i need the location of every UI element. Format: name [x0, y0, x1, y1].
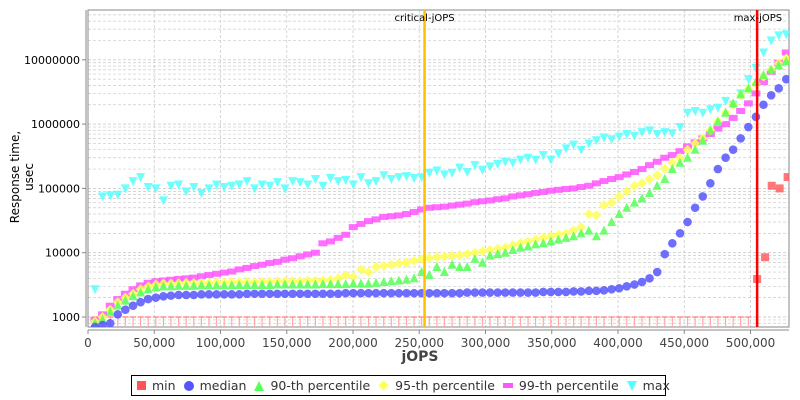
svg-text:150,000: 150,000 — [262, 336, 312, 350]
legend-label: min — [152, 378, 176, 393]
legend-item-min: min — [137, 378, 176, 393]
svg-text:10000000: 10000000 — [24, 54, 80, 67]
svg-text:300,000: 300,000 — [461, 336, 511, 350]
grid — [87, 10, 789, 328]
svg-text:100000: 100000 — [38, 182, 80, 195]
series-min — [92, 173, 789, 327]
legend-label: 90-th percentile — [270, 378, 371, 393]
svg-text:50,000: 50,000 — [133, 336, 175, 350]
critical-jops-marker: critical-jOPS — [394, 10, 455, 327]
svg-text:100,000: 100,000 — [196, 336, 246, 350]
triangle-down-marker-icon — [626, 380, 637, 391]
square-marker-icon — [137, 381, 146, 390]
legend-item-p99: 99-th percentile — [502, 378, 619, 393]
y-axis-label: Response time, usec — [8, 130, 36, 224]
legend-item-p95: 95-th percentile — [378, 378, 495, 393]
series-p90 — [90, 56, 789, 327]
legend-item-p90: 90-th percentile — [254, 378, 370, 393]
svg-text:350,000: 350,000 — [527, 336, 577, 350]
diamond-marker-icon — [378, 380, 389, 391]
legend-item-max: max — [626, 378, 670, 393]
x-ticks: 0 50,000 100,000 150,000 200,000 250,000 300,0… — [84, 330, 775, 350]
series-median — [90, 74, 789, 327]
svg-text:critical-jOPS: critical-jOPS — [394, 13, 454, 24]
svg-text:max-jOPS: max-jOPS — [734, 13, 782, 24]
max-jops-marker: max-jOPS — [734, 10, 782, 327]
svg-text:400,000: 400,000 — [593, 336, 643, 350]
y-ticks: 1000 10000 100000 1000000 10000000 — [24, 54, 86, 324]
svg-text:1000: 1000 — [52, 311, 80, 324]
legend: min median 90-th percentile 95-th percen… — [131, 375, 670, 396]
legend-label: 99-th percentile — [518, 378, 619, 393]
rect-marker-icon — [502, 383, 513, 388]
svg-text:250,000: 250,000 — [394, 336, 444, 350]
svg-text:500,000: 500,000 — [726, 336, 776, 350]
triangle-up-marker-icon — [254, 380, 265, 391]
svg-text:1000000: 1000000 — [31, 118, 80, 131]
legend-label: 95-th percentile — [395, 378, 495, 393]
data-points — [90, 30, 789, 327]
legend-label: max — [642, 378, 670, 393]
svg-text:200,000: 200,000 — [328, 336, 378, 350]
svg-text:450,000: 450,000 — [659, 336, 709, 350]
x-axis-label: jOPS — [401, 349, 439, 365]
circle-marker-icon — [183, 380, 194, 391]
svg-text:10000: 10000 — [45, 247, 80, 260]
legend-label: median — [199, 378, 247, 393]
legend-item-median: median — [183, 378, 247, 393]
svg-text:0: 0 — [84, 336, 92, 350]
series-max — [90, 30, 789, 295]
